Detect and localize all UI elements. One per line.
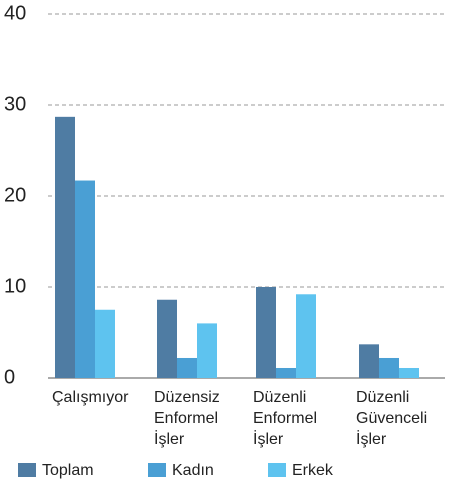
bar <box>177 357 197 378</box>
bar <box>359 344 379 378</box>
x-tick-label: Düzensiz <box>154 389 220 406</box>
bar <box>75 180 95 378</box>
legend-swatch <box>268 463 286 477</box>
y-tick-label: 10 <box>4 275 26 297</box>
y-tick-label: 40 <box>4 2 26 24</box>
x-tick-label: İşler <box>356 429 387 448</box>
legend-swatch <box>148 463 166 477</box>
x-tick-label: Güvenceli <box>356 410 427 427</box>
bar <box>296 294 316 378</box>
bar <box>399 367 419 378</box>
bar <box>55 116 75 378</box>
x-tick-label: Enformel <box>154 410 218 427</box>
legend-swatch <box>18 463 36 477</box>
bar <box>276 367 296 378</box>
bar <box>157 299 177 378</box>
x-tick-label: İşler <box>253 429 284 448</box>
x-tick-label: İşler <box>154 429 185 448</box>
legend-label: Kadın <box>172 462 214 479</box>
x-tick-label: Düzenli <box>356 389 409 406</box>
x-tick-label: Enformel <box>253 410 317 427</box>
x-tick-label: Çalışmıyor <box>52 389 129 406</box>
y-tick-label: 30 <box>4 93 26 115</box>
bar <box>95 309 115 378</box>
bar <box>197 323 217 378</box>
legend-label: Toplam <box>42 462 94 479</box>
bar <box>379 357 399 378</box>
y-tick-label: 0 <box>4 366 15 388</box>
legend-label: Erkek <box>292 462 334 479</box>
bar <box>256 287 276 378</box>
x-tick-label: Düzenli <box>253 389 306 406</box>
y-tick-label: 20 <box>4 184 26 206</box>
